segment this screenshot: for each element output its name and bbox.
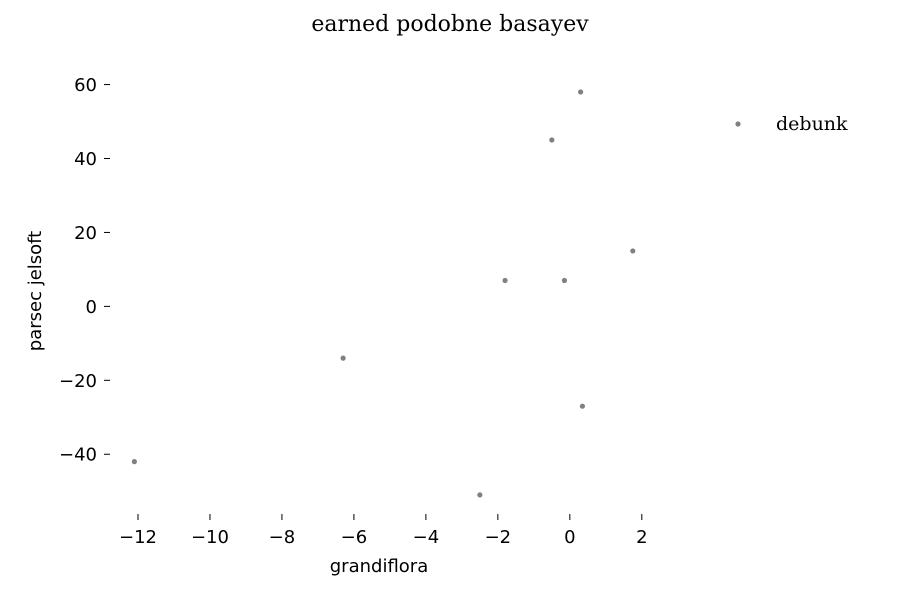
x-tick-label: −10 (191, 527, 229, 548)
x-tick-label: −4 (413, 527, 440, 548)
y-tick-label: −40 (59, 445, 97, 466)
data-point (131, 459, 137, 465)
chart-title: earned podobne basayev (311, 12, 589, 37)
x-tick-label: 2 (636, 527, 647, 548)
data-point (579, 403, 586, 409)
y-tick-label: 0 (86, 297, 97, 318)
data-points (131, 89, 636, 498)
y-tick-label: −20 (59, 371, 97, 392)
y-tick-label: 20 (74, 223, 97, 244)
data-point (549, 137, 555, 143)
x-tick-label: −12 (119, 527, 157, 548)
x-axis-label: grandiflora (330, 556, 428, 577)
data-point (477, 492, 483, 498)
y-axis-label: parsec jelsoft (25, 231, 46, 351)
y-tick-label: 60 (74, 75, 97, 96)
x-tick-label: −8 (269, 527, 296, 548)
x-tick-label: −2 (485, 527, 512, 548)
data-point (578, 89, 584, 95)
x-tick-label: 0 (564, 527, 575, 548)
legend-label: debunk (776, 113, 848, 135)
y-tick-label: 40 (74, 149, 97, 170)
data-point (630, 248, 636, 254)
legend: debunk (735, 113, 848, 135)
legend-marker (735, 121, 741, 127)
y-axis: −40 −20 0 20 40 60 (59, 75, 110, 466)
x-tick-label: −6 (341, 527, 368, 548)
data-point (502, 277, 508, 284)
data-point (561, 277, 568, 284)
data-point (340, 355, 346, 361)
x-axis: −12 −10 −8 −6 −4 −2 0 2 (119, 514, 648, 548)
